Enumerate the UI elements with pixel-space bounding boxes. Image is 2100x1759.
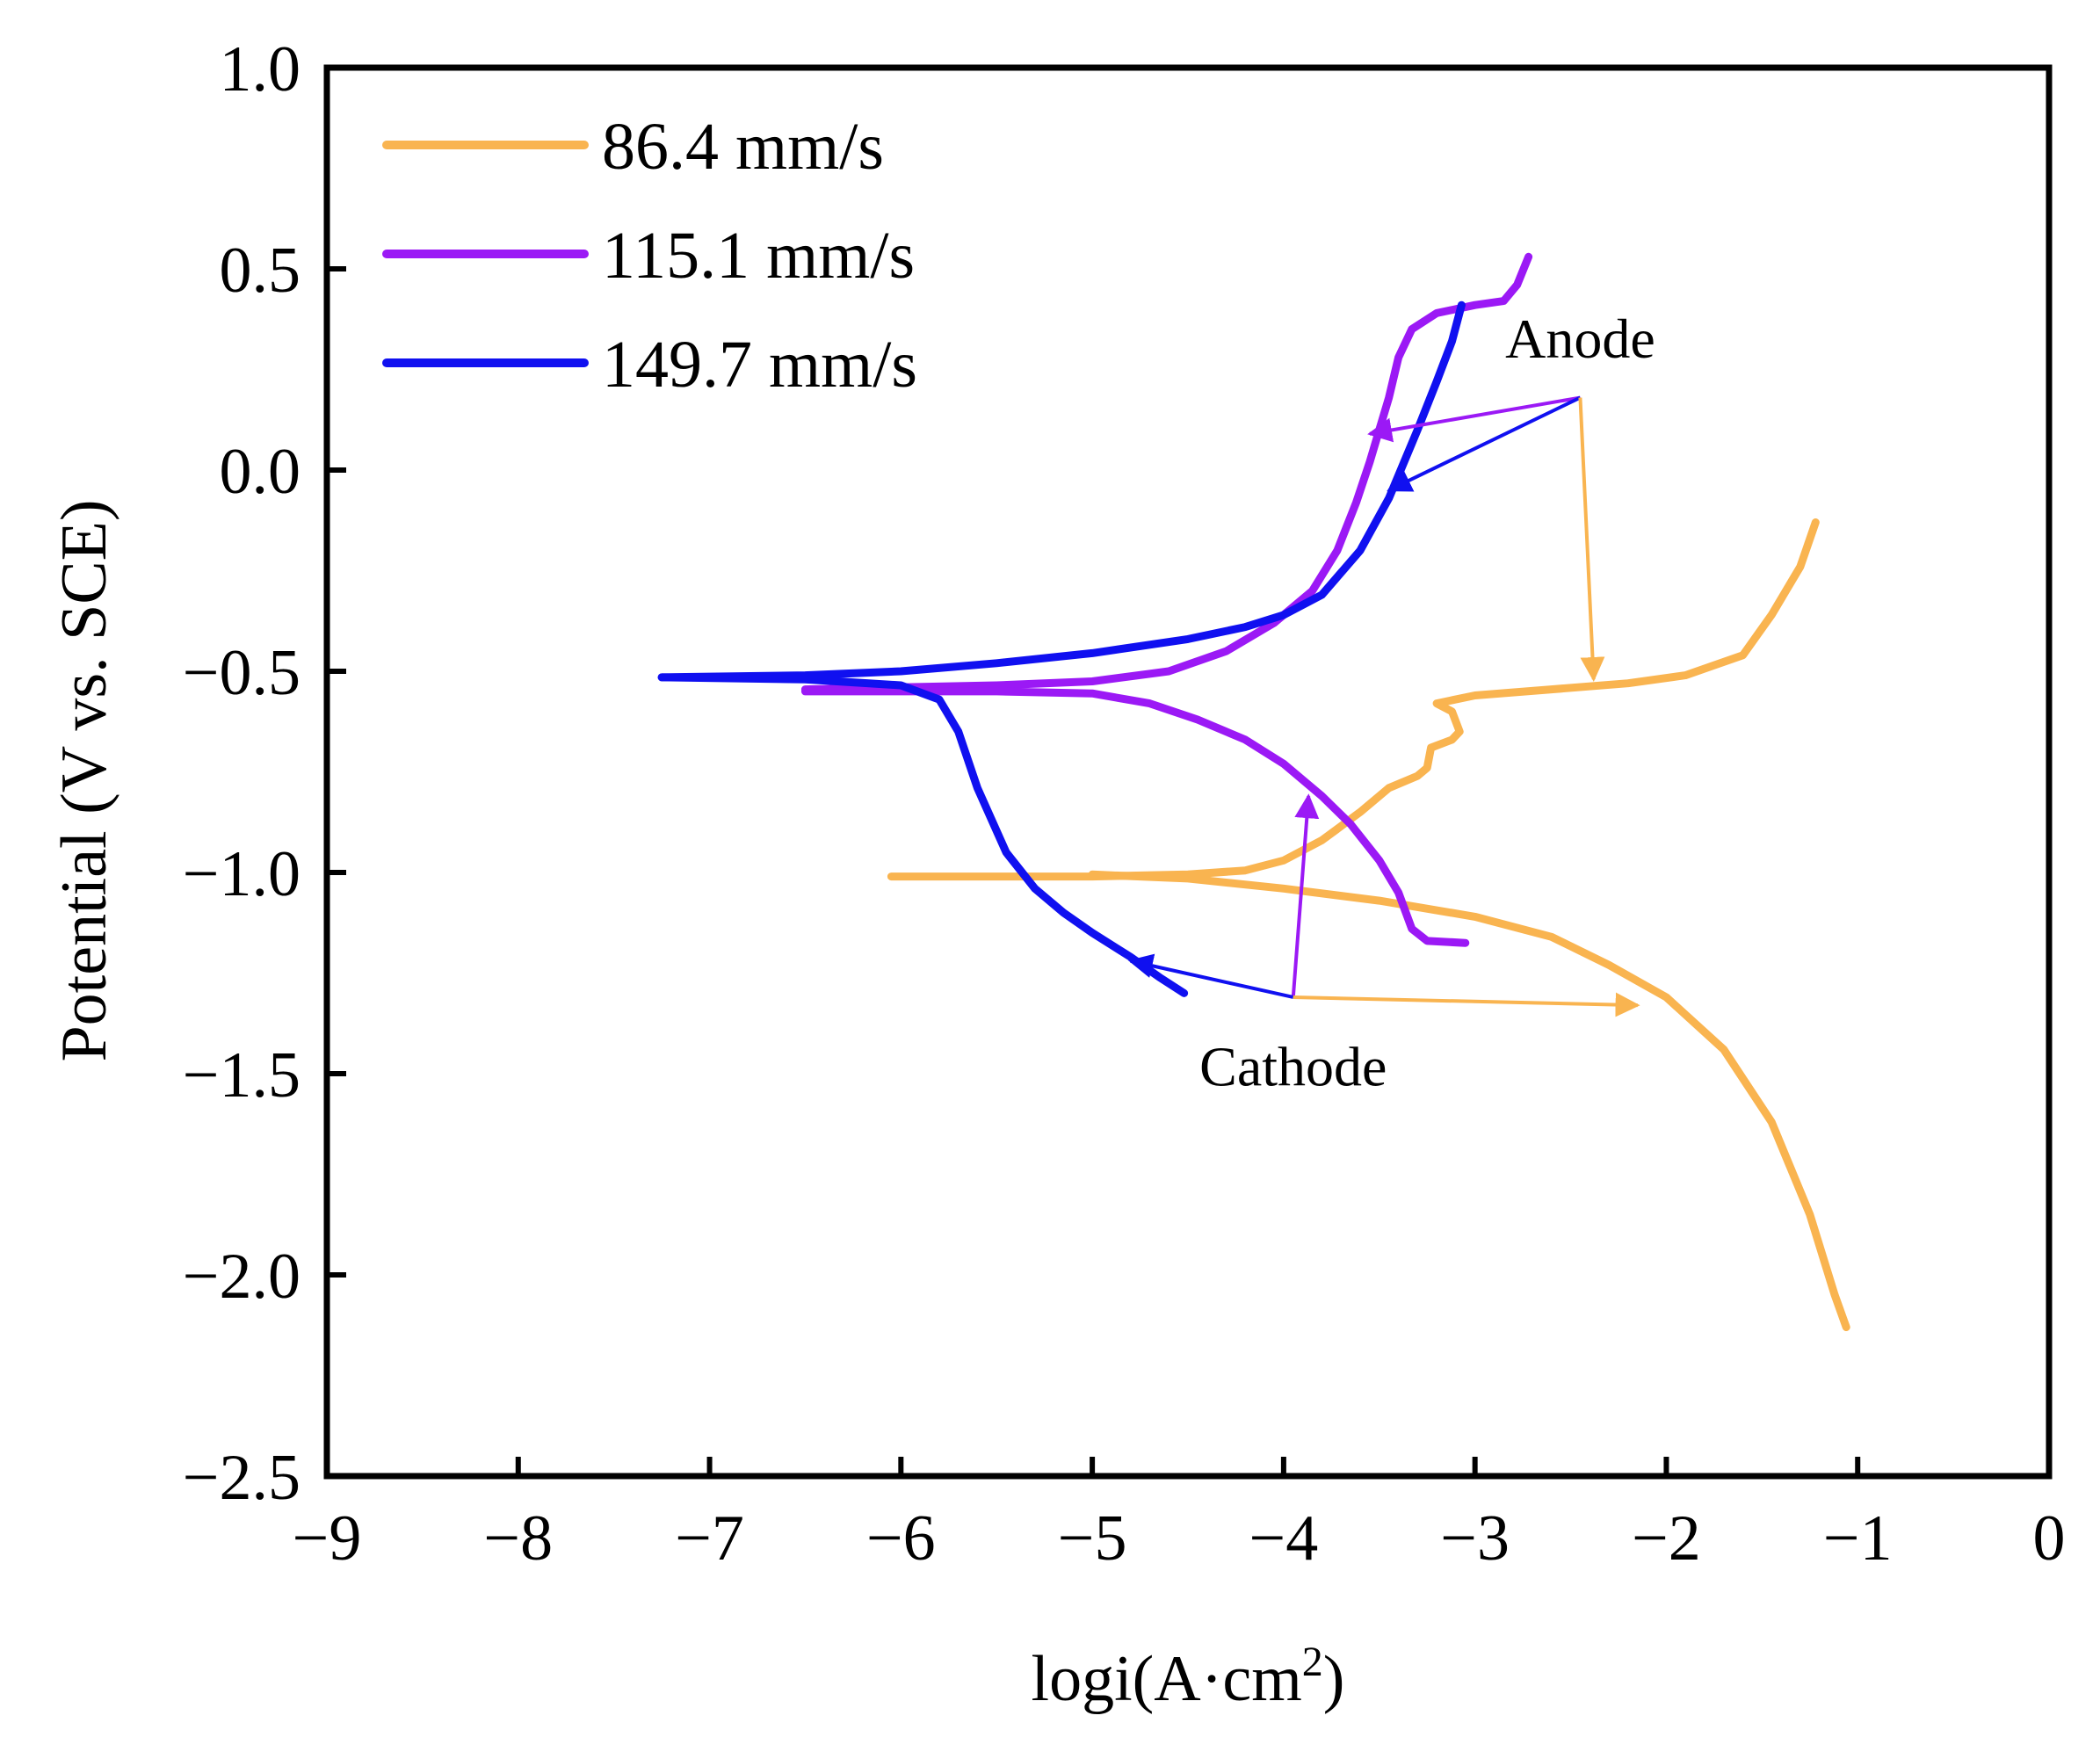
- y-tick-label: −1.0: [183, 838, 301, 910]
- x-axis-title-main: logi(A·cm: [1032, 1643, 1302, 1715]
- x-tick-label: −3: [1440, 1502, 1510, 1574]
- y-tick-label: 0.5: [220, 235, 301, 307]
- y-tick-label: 0.0: [220, 436, 301, 508]
- plot-frame: [323, 64, 2053, 1480]
- x-tick-label: −1: [1823, 1502, 1893, 1574]
- x-axis-title-superscript: 2: [1302, 1639, 1323, 1685]
- x-tick-label: −4: [1249, 1502, 1319, 1574]
- x-tick-label: −2: [1632, 1502, 1701, 1574]
- series-layer: [657, 252, 1850, 1331]
- y-tick-label: −2.5: [183, 1442, 301, 1514]
- legend-label: 115.1 mm/s: [602, 219, 915, 293]
- annotation-arrow: [1578, 397, 1605, 682]
- x-axis-title: logi(A·cm2): [1032, 1639, 1345, 1715]
- y-tick-label: −0.5: [183, 637, 301, 709]
- series-line-1-cathodic: [1088, 870, 1850, 1331]
- annotation-arrow: [1291, 793, 1320, 998]
- annotation-arrow: [1127, 953, 1294, 999]
- x-tick-label: 0: [2033, 1502, 2066, 1574]
- x-tick-label: −9: [293, 1502, 362, 1574]
- x-tick-label: −5: [1058, 1502, 1127, 1574]
- legend-label: 86.4 mm/s: [602, 110, 884, 184]
- x-axis: −9 −8 −7 −6 −5 −4 −3 −2 −1 0: [293, 1457, 2066, 1574]
- y-tick-label: 1.0: [220, 33, 301, 105]
- annotation-arrow: [1367, 395, 1581, 443]
- x-tick-label: −6: [866, 1502, 936, 1574]
- series-line-2-cathodic: [800, 687, 1470, 947]
- legend-label: 149.7 mm/s: [602, 328, 917, 402]
- series-line-1-anodic: [887, 518, 1820, 881]
- series-line-3-anodic: [657, 300, 1466, 682]
- x-tick-label: −7: [675, 1502, 744, 1574]
- series-line-2-anodic: [800, 252, 1533, 694]
- annotation-label-cathode: Cathode: [1199, 1036, 1387, 1098]
- legend: 86.4 mm/s 115.1 mm/s 149.7 mm/s: [382, 110, 917, 402]
- x-tick-label: −8: [483, 1502, 553, 1574]
- annotation-layer: Anode Cathode: [1127, 308, 1655, 1098]
- y-tick-label: −1.5: [183, 1039, 301, 1111]
- series-line-3-cathodic: [657, 673, 1189, 997]
- y-tick-label: −2.0: [183, 1241, 301, 1313]
- y-axis: 1.0 0.5 0.0 −0.5 −1.0 −1.5 −2.0 −2.5: [183, 33, 346, 1514]
- annotation-arrow: [1293, 992, 1640, 1017]
- x-axis-title-close: ): [1323, 1643, 1345, 1715]
- annotation-arrow: [1387, 395, 1582, 492]
- y-axis-title: Potential (V vs. SCE): [48, 500, 120, 1062]
- annotation-label-anode: Anode: [1505, 308, 1655, 370]
